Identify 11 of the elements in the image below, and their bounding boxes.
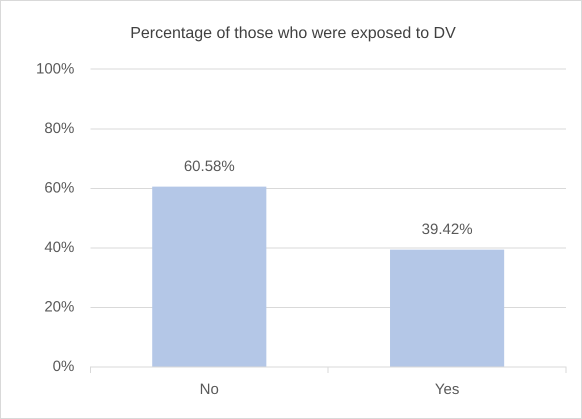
y-tick-label: 60%: [44, 179, 74, 196]
y-tick-label: 40%: [44, 239, 74, 256]
y-tick-label: 0%: [52, 358, 74, 376]
x-tick-label: No: [200, 381, 219, 398]
data-label: 60.58%: [184, 158, 235, 176]
x-tick-label: Yes: [434, 381, 460, 398]
y-tick-label: 20%: [44, 298, 74, 316]
data-label: 39.42%: [422, 221, 473, 238]
y-tick-label: 80%: [44, 120, 74, 137]
y-tick-label: 100%: [36, 60, 74, 78]
chart-title: Percentage of those who were exposed to DV: [130, 25, 456, 42]
